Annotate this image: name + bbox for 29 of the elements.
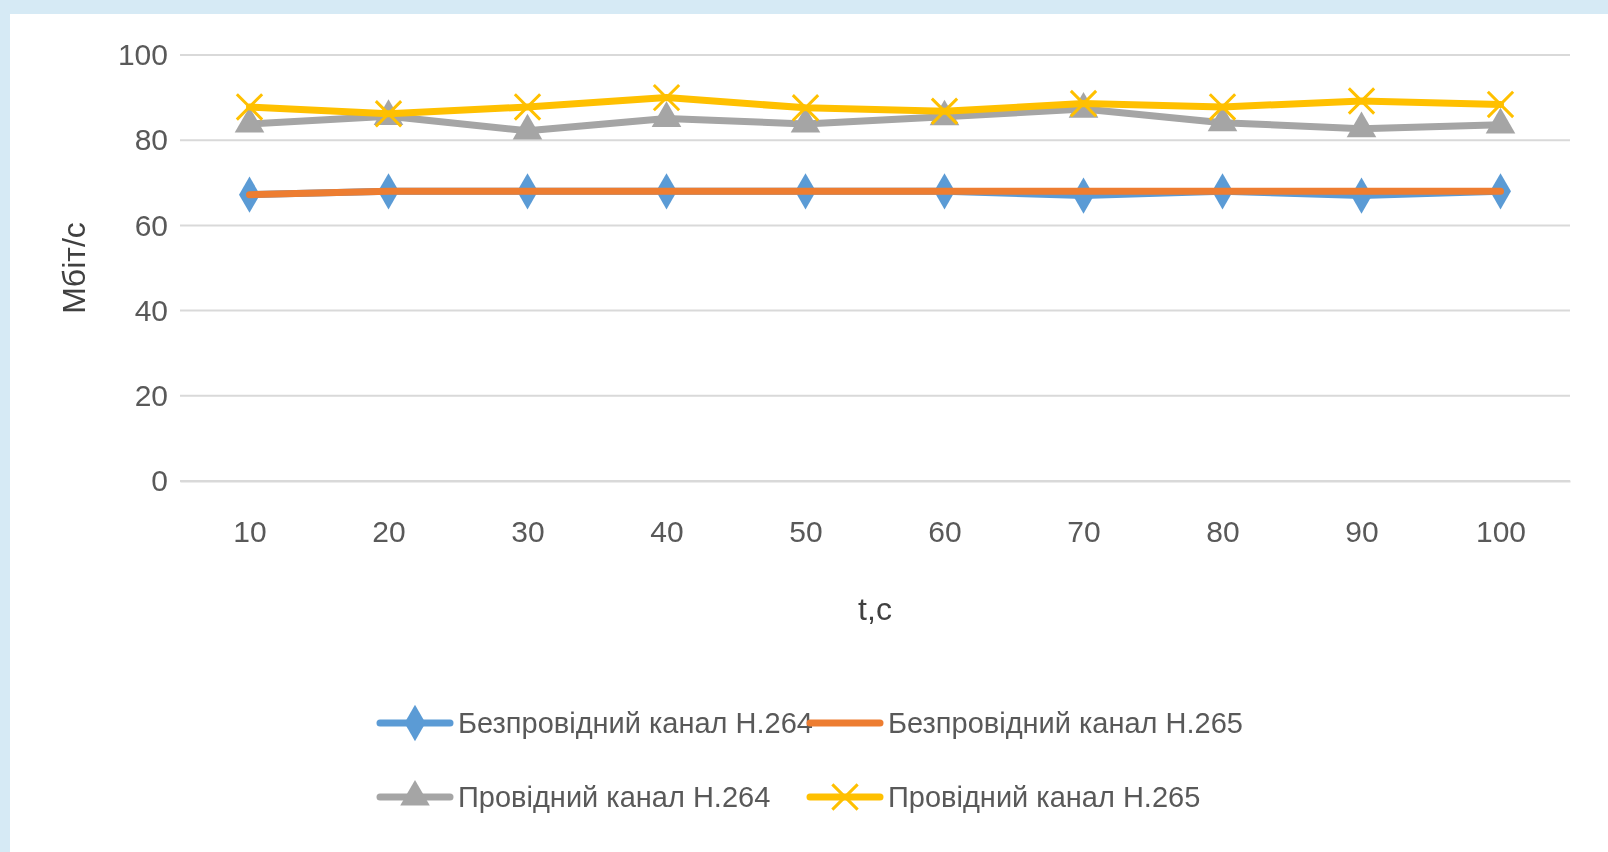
point	[791, 93, 820, 122]
x-tick-label: 40	[650, 515, 684, 549]
point	[235, 92, 264, 122]
x-tick-label: 30	[511, 515, 545, 549]
point	[1486, 90, 1515, 119]
point	[513, 92, 542, 122]
y-tick-label: 100	[117, 38, 168, 72]
x-axis-title: t,c	[858, 591, 892, 627]
x-tick-label: 100	[1475, 515, 1527, 549]
point	[652, 83, 681, 112]
y-tick-label: 40	[134, 293, 168, 327]
legend-label: Безпровідний канал H.265	[888, 707, 1243, 739]
x-tick-label: 10	[233, 515, 267, 549]
point	[1347, 86, 1376, 116]
x-tick-label: 20	[372, 515, 406, 549]
y-tick-label: 0	[151, 464, 168, 498]
y-axis-title: Мбіт/с	[56, 222, 92, 314]
y-tick-label: 60	[134, 208, 168, 242]
x-tick-label: 60	[928, 515, 962, 549]
y-tick-label: 20	[134, 378, 168, 412]
x-tick-label: 70	[1067, 515, 1101, 549]
x-tick-label: 50	[789, 515, 823, 549]
x-tick-label: 90	[1345, 515, 1379, 549]
y-tick-label: 80	[134, 123, 168, 157]
x-tick-label: 80	[1206, 515, 1240, 549]
point	[1208, 92, 1237, 122]
legend-label: Безпровідний канал H.264	[458, 707, 813, 739]
legend-label: Провідний канал H.264	[458, 781, 771, 813]
legend-label: Провідний канал H.265	[888, 781, 1201, 813]
